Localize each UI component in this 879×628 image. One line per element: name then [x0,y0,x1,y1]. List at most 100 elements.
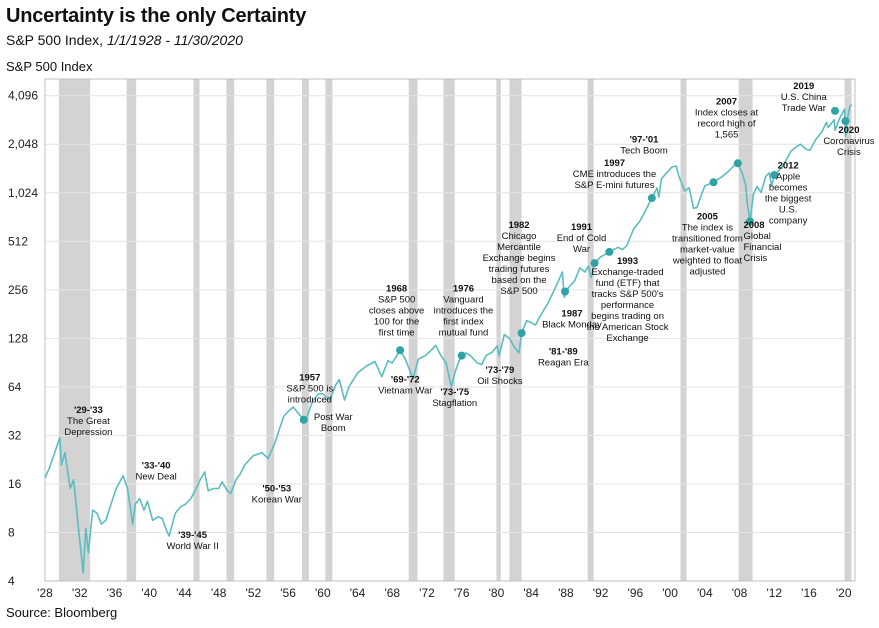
chart-title: Uncertainty is the only Certainty [6,5,307,27]
y-tick-label: 1,024 [8,186,38,200]
x-tick-label: '36 [107,586,123,600]
annotation-text: U.S. [779,204,797,215]
event-marker [647,194,656,203]
x-tick-label: '44 [176,586,192,600]
y-tick-label: 16 [8,477,22,491]
annotation-text: mutual fund [439,327,489,338]
annotation-heading: 1957 [299,373,320,384]
annotation-text: War [573,244,590,255]
event-marker [745,217,754,226]
recession-band [301,79,309,581]
annotation-text: based on the [492,275,547,286]
x-tick-label: '88 [558,586,574,600]
annotation-text: the American Stock [587,322,669,333]
event-marker [709,178,718,187]
y-tick-label: 128 [8,331,28,345]
annotation-text: New Deal [136,471,177,482]
y-tick-label: 2,048 [8,137,38,151]
annotation-heading: 1991 [571,222,593,233]
annotation-text: Oil Shocks [477,376,523,387]
event-marker [517,329,526,338]
recession-band [509,79,522,581]
event-marker [396,346,405,355]
x-tick-label: '84 [523,586,539,600]
annotation-text: CME introduces the [573,169,656,180]
annotation-text: The Great [67,416,110,427]
annotation-heading: 1968 [386,283,407,294]
y-tick-label: 256 [8,283,28,297]
subtitle-dates: 1/1/1928 - 11/30/2020 [106,32,243,48]
annotation-text: Apple [776,171,800,182]
x-tick-label: '12 [766,586,782,600]
x-tick-label: '76 [454,586,470,600]
recession-band [844,79,852,581]
annotation-heading: 1997 [604,158,625,169]
annotation-heading: '39-'45 [178,530,208,541]
annotation-heading: '73-'79 [486,365,515,376]
annotation-text: Depression [64,427,112,438]
x-tick-label: '80 [489,586,505,600]
annotation-heading: 2005 [697,211,719,222]
annotation-text: Korean War [252,494,302,505]
event-marker [590,259,599,268]
source-note: Source: Bloomberg [6,605,118,620]
annotation-text: Vanguard [443,294,484,305]
chart-subtitle: S&P 500 Index, 1/1/1928 - 11/30/2020 [6,32,243,48]
x-tick-label: '40 [141,586,157,600]
y-tick-label: 512 [8,234,28,248]
annotation-text: Crisis [743,253,767,264]
annotation-text: Global [743,231,770,242]
annotation-text: trading futures [489,264,550,275]
x-tick-label: '60 [315,586,331,600]
annotation-text: the biggest [765,193,812,204]
recession-band [408,79,418,581]
annotation-text: introduced [288,395,332,406]
x-tick-label: '56 [280,586,296,600]
annotation-text: transitioned from [672,233,743,244]
x-tick-label: '32 [72,586,88,600]
annotation-heading: 2020 [838,125,859,136]
subtitle-prefix: S&P 500 Index, [6,32,104,48]
annotation-heading: '73-'75 [440,387,470,398]
recession-band [126,79,137,581]
event-marker [605,247,614,256]
annotation-text: Boom [321,423,346,434]
annotation-text: Post War [314,412,353,423]
x-tick-label: '64 [350,586,366,600]
annotation-text: first index [443,316,484,327]
annotation-heading: 2019 [793,81,814,92]
annotation-text: becomes [769,182,808,193]
annotation-text: first time [379,327,415,338]
annotation-text: End of Cold [557,233,607,244]
annotation-text: performance [601,300,654,311]
annotation-text: Stagflation [432,398,477,409]
event-marker [561,287,570,296]
annotation-heading: 1987 [561,308,582,319]
annotation-text: Mercantile [497,242,541,253]
annotation-text: Black Monday [542,319,602,330]
annotation-heading: 1976 [453,283,474,294]
annotation-text: Coronavirus [823,136,874,147]
annotation-text: Trade War [782,103,826,114]
annotation-heading: 1982 [508,220,529,231]
annotation-text: S&P E-mini futures [574,180,654,191]
sp500-series-line [44,103,853,574]
annotation-heading: '29-'33 [74,405,103,416]
annotation-text: company [769,215,808,226]
